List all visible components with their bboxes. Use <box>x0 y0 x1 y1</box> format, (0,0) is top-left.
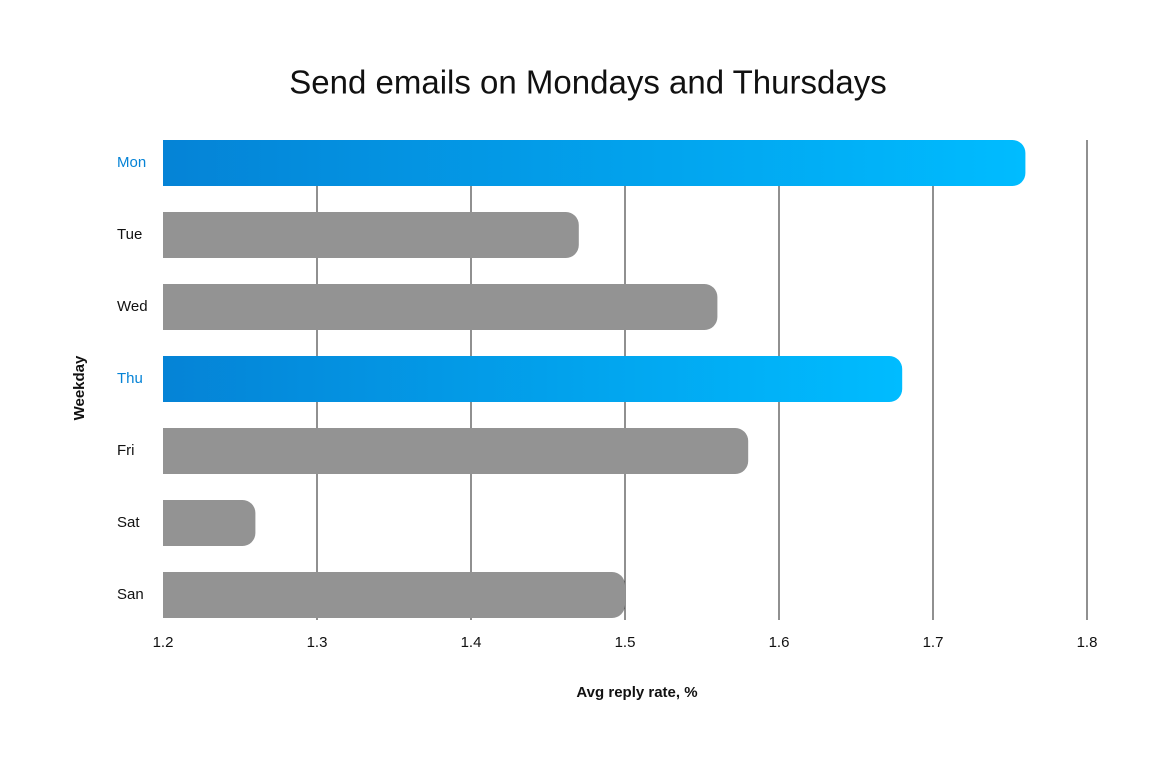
x-tick-label: 1.6 <box>769 634 790 651</box>
y-tick-label: Sat <box>117 514 140 531</box>
bar <box>163 356 903 402</box>
bar <box>163 284 718 330</box>
y-tick-label: San <box>117 586 144 603</box>
bar <box>163 140 1026 186</box>
x-tick-label: 1.3 <box>307 634 328 651</box>
y-axis-label: Weekday <box>71 355 88 420</box>
bar <box>163 572 625 618</box>
bar <box>163 428 749 474</box>
y-tick-label: Tue <box>117 226 142 243</box>
x-tick-label: 1.8 <box>1077 634 1098 651</box>
y-tick-label: Wed <box>117 298 148 315</box>
x-axis-label: Avg reply rate, % <box>576 684 697 701</box>
x-tick-label: 1.4 <box>461 634 482 651</box>
x-tick-label: 1.7 <box>923 634 944 651</box>
y-tick-label: Mon <box>117 154 146 171</box>
x-tick-label: 1.2 <box>153 634 174 651</box>
bar <box>163 212 579 258</box>
x-tick-label: 1.5 <box>615 634 636 651</box>
bar <box>163 500 256 546</box>
y-tick-label: Thu <box>117 370 143 387</box>
chart-title: Send emails on Mondays and Thursdays <box>289 64 886 101</box>
y-tick-label: Fri <box>117 442 135 459</box>
